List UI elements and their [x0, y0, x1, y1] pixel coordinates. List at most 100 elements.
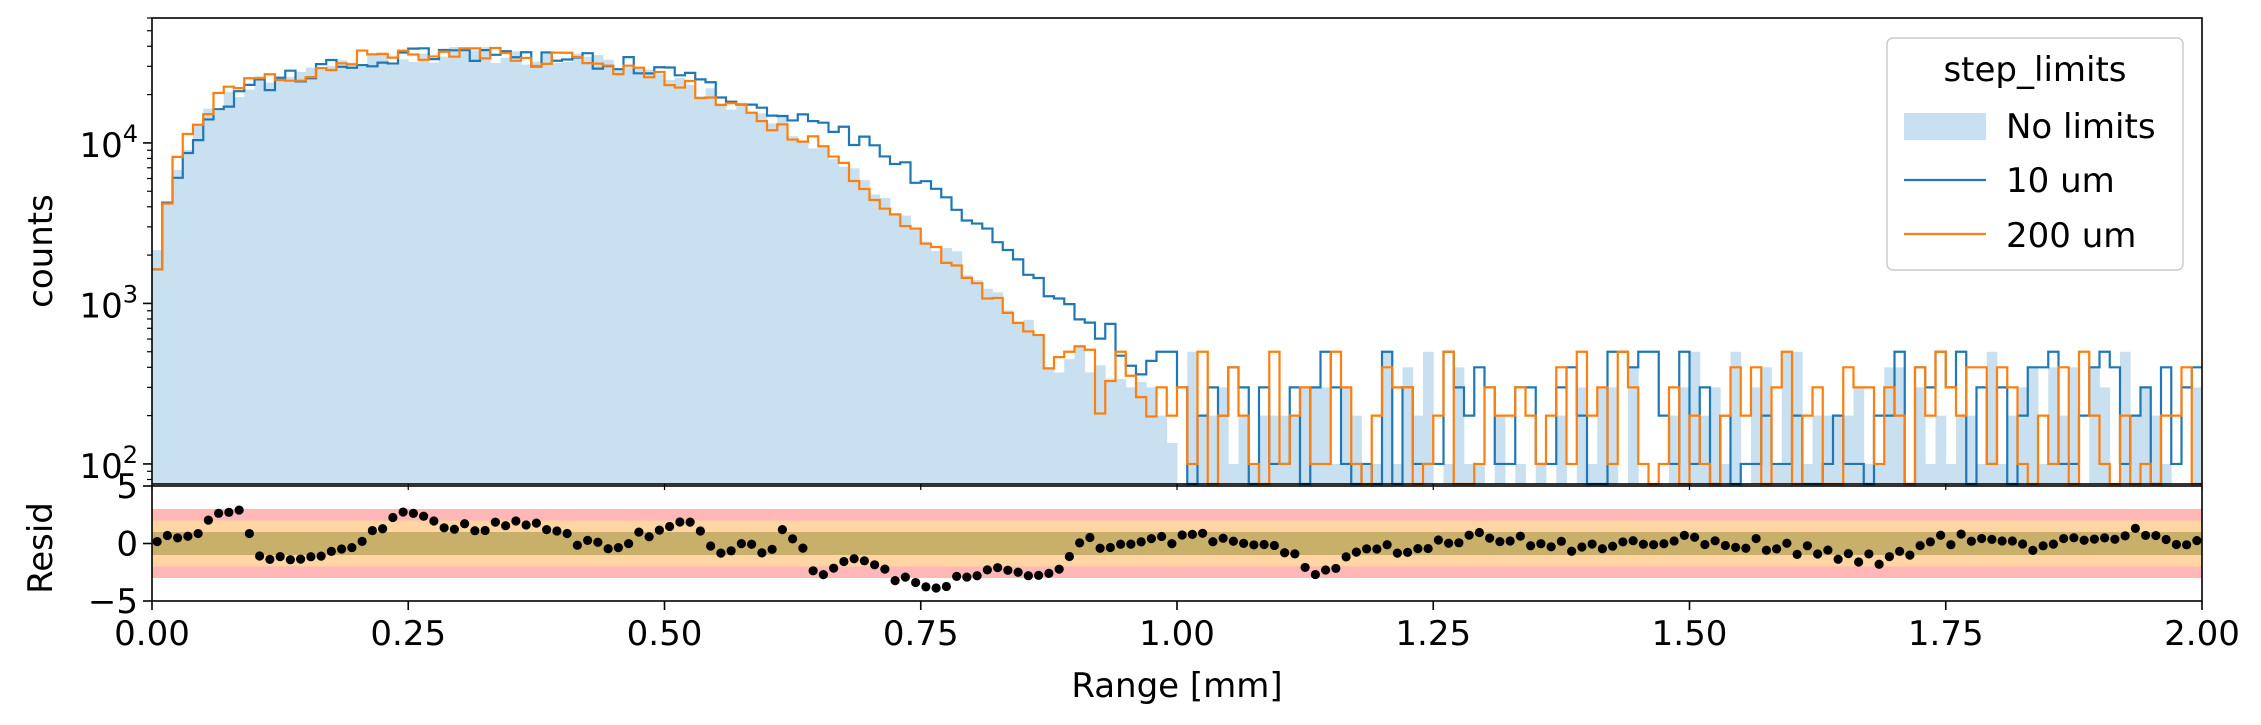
- residual-point: [2028, 545, 2038, 555]
- residual-point: [1966, 536, 1976, 546]
- x-tick-label: 1.50: [1652, 614, 1728, 654]
- residual-point: [1956, 529, 1966, 539]
- residual-point: [1054, 564, 1064, 574]
- residual-point: [501, 521, 511, 531]
- histogram-bar: [695, 96, 706, 485]
- histogram-bar: [1494, 415, 1506, 484]
- residual-point: [1167, 539, 1177, 549]
- histogram-bar: [951, 251, 963, 484]
- residual-point: [367, 525, 377, 536]
- histogram-bar: [357, 65, 368, 485]
- legend-title: step_limits: [1943, 50, 2126, 90]
- histogram-bar: [2038, 463, 2049, 484]
- x-tick-label: 0.75: [883, 614, 959, 654]
- x-axis-title: Range [mm]: [1071, 666, 1282, 706]
- main-panel: 102 103 104 counts step_limits No limits 1…: [21, 17, 2203, 487]
- histogram-bar: [377, 53, 389, 485]
- residual-point: [1854, 557, 1864, 567]
- residual-point: [1761, 545, 1771, 555]
- residual-point: [1608, 541, 1618, 551]
- residual-point: [747, 539, 757, 549]
- residual-point: [716, 548, 726, 558]
- histogram-bar: [367, 54, 378, 485]
- residual-point: [1300, 562, 1310, 573]
- histogram-bar: [213, 110, 225, 484]
- residual-point: [1331, 563, 1341, 574]
- histogram-bar: [787, 136, 799, 485]
- residual-point: [1772, 544, 1782, 554]
- histogram-bar: [469, 50, 481, 484]
- residual-point: [1792, 549, 1802, 559]
- residual-point: [1454, 538, 1464, 548]
- residual-point: [726, 546, 736, 556]
- histogram-bar: [1279, 415, 1291, 484]
- residual-point: [2079, 535, 2089, 545]
- sigma-band: [152, 532, 2202, 555]
- histogram-bar: [1863, 463, 1875, 484]
- residual-point: [1485, 533, 1495, 543]
- histogram-bar: [582, 56, 594, 484]
- residual-point: [326, 546, 336, 556]
- histogram-bar: [398, 59, 409, 485]
- residual-point: [2192, 536, 2202, 546]
- residual-point: [890, 576, 900, 586]
- legend-label-200um: 200 um: [2006, 216, 2136, 256]
- residual-point: [1690, 532, 1700, 542]
- histogram-bar: [2099, 387, 2111, 484]
- residual-point: [193, 528, 203, 539]
- y-tick-label: 102: [79, 441, 138, 487]
- x-tick-label: 1.25: [1395, 614, 1471, 654]
- histogram-bar: [961, 275, 973, 484]
- residual-point: [214, 508, 224, 518]
- residual-point: [685, 517, 695, 527]
- histogram-bar: [439, 56, 450, 485]
- histogram-bar: [234, 96, 245, 484]
- histogram-bar: [2120, 351, 2131, 484]
- histogram-bar: [2058, 415, 2070, 484]
- histogram-bar: [1587, 463, 1598, 484]
- histogram-bar: [1781, 351, 1793, 484]
- residual-point: [265, 554, 275, 564]
- histogram-bar: [890, 213, 901, 484]
- histogram-bar: [193, 123, 204, 485]
- residual-point: [2151, 530, 2161, 541]
- residual-point: [2038, 541, 2048, 551]
- residual-point: [952, 571, 962, 581]
- residual-point: [634, 527, 644, 537]
- histogram-bar: [869, 194, 881, 484]
- residual-point: [1536, 539, 1546, 549]
- residual-point: [1382, 540, 1392, 550]
- residual-point: [275, 552, 285, 562]
- histogram-bar: [644, 69, 655, 485]
- histogram-bar: [1822, 415, 1834, 484]
- histogram-bar: [1064, 359, 1075, 484]
- residual-point: [1946, 540, 1956, 550]
- residual-point: [2182, 540, 2192, 550]
- histogram-bar: [1833, 415, 1844, 484]
- histogram-bar: [756, 113, 768, 485]
- histogram-bar: [1166, 443, 1178, 484]
- histogram-bar: [920, 241, 932, 484]
- residual-point: [900, 572, 910, 582]
- residual-point: [962, 572, 972, 582]
- residual-point: [1905, 550, 1915, 560]
- residual-point: [2110, 534, 2120, 544]
- step-line-200um: [152, 46, 2202, 486]
- histogram-bar: [531, 61, 542, 485]
- histogram-bar: [1289, 415, 1301, 484]
- residual-point: [695, 526, 705, 536]
- histogram-bar: [449, 47, 460, 484]
- residual-point: [2069, 533, 2079, 543]
- histogram-bar: [1771, 463, 1783, 484]
- residual-point: [173, 533, 183, 543]
- residual-point: [2048, 539, 2058, 549]
- histogram-bar: [972, 280, 983, 484]
- residual-point: [2007, 536, 2017, 546]
- residual-point: [562, 528, 572, 539]
- resid-y-tick-label: 0: [116, 525, 138, 565]
- residual-point: [1249, 540, 1259, 550]
- residual-point: [490, 517, 500, 527]
- legend-label-no-limits: No limits: [2006, 107, 2156, 147]
- residual-point: [244, 528, 254, 539]
- residual-point: [1105, 542, 1115, 553]
